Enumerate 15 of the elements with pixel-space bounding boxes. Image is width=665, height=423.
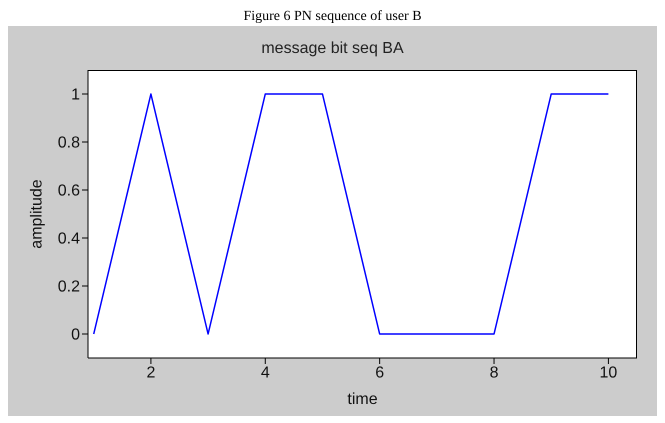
y-tick-label: 0.2 xyxy=(58,278,80,296)
x-tick-label: 8 xyxy=(490,364,499,382)
x-tick-label: 6 xyxy=(375,364,384,382)
caption: Figure 6 PN sequence of user B xyxy=(8,8,657,26)
y-tick-label: 0 xyxy=(71,326,80,344)
y-tick-label: 0.4 xyxy=(58,230,80,248)
x-axis-title: time xyxy=(347,391,378,408)
y-axis-title: amplitude xyxy=(28,179,46,249)
y-tick-label: 0.6 xyxy=(58,182,80,200)
x-tick-label: 10 xyxy=(600,364,618,382)
x-tick-label: 4 xyxy=(260,364,270,382)
x-tick-label: 2 xyxy=(146,364,156,382)
chart-title: message bit seq BA xyxy=(260,40,405,58)
y-tick-label: 0.8 xyxy=(58,134,80,152)
y-tick-label: 1 xyxy=(71,86,80,104)
